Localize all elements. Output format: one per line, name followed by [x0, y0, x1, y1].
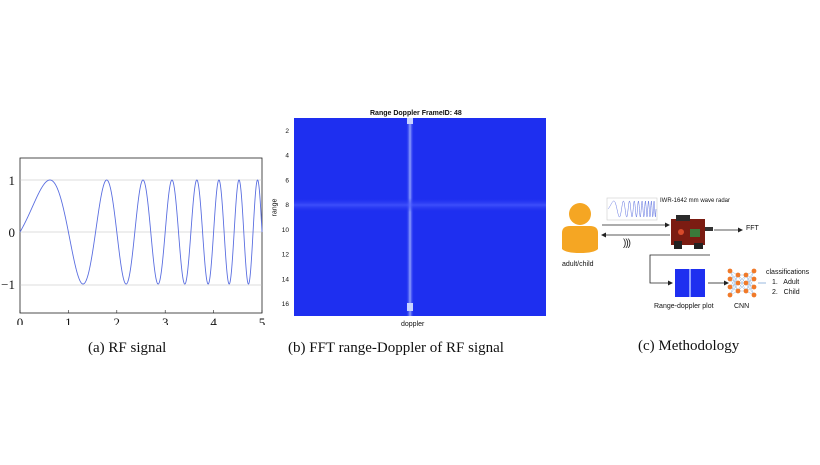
rf-ytick-label: 1	[9, 173, 16, 188]
person-icon	[562, 203, 598, 253]
classifications-title: classifications	[766, 269, 810, 276]
arrow-to-fft-head	[738, 227, 743, 233]
rf-xtick-label: 5	[259, 315, 266, 325]
rd-ytick-label: 8	[285, 202, 289, 209]
rd-ytick-label: 16	[282, 301, 290, 308]
heatmap-range-band	[294, 198, 546, 212]
rf-chirp-series	[19, 179, 263, 285]
rd-ytick-label: 4	[285, 153, 289, 160]
connector-fft-to-rd-head	[668, 280, 673, 286]
rf-xtick-label: 1	[65, 315, 72, 325]
class-item-adult: 1. Adult	[772, 279, 800, 286]
arrow-to-radar-head	[665, 222, 670, 228]
caption-c: (c) Methodology	[638, 338, 740, 354]
rd-ytick-label: 14	[282, 276, 290, 283]
rd-ytick-label: 6	[285, 177, 289, 184]
rf-ytick-label: 0	[9, 225, 16, 240]
heatmap-area	[294, 118, 546, 316]
panel-a: 1 0 −1 0 1 2 3 4 5 (a) RF signal	[0, 150, 270, 356]
rf-xtick-label: 2	[114, 315, 121, 325]
mini-signal-plot	[606, 197, 658, 221]
heatmap-bright-bottom	[407, 303, 413, 311]
rd-ytick-label: 2	[285, 128, 289, 135]
cnn-label: CNN	[734, 303, 750, 310]
cnn-icon	[727, 268, 757, 298]
rf-xtick-label: 3	[162, 315, 169, 325]
rf-xtick-label: 4	[210, 315, 217, 325]
rf-plot-frame	[19, 157, 263, 314]
heatmap-doppler-zero-streak	[406, 118, 414, 316]
methodology-diagram	[562, 197, 766, 298]
radar-board-image	[671, 215, 713, 249]
heatmap-xlabel: doppler	[401, 321, 425, 328]
fft-label: FFT	[746, 225, 759, 232]
rf-xtick-label: 0	[17, 315, 24, 325]
rf-signal-chart: 1 0 −1 0 1 2 3 4 5	[1, 157, 266, 325]
panel-c: IWR-1642 mm wave radar ))) adult/child F…	[550, 185, 820, 360]
connector-fft-to-rd	[649, 254, 710, 284]
rd-ytick-label: 10	[282, 227, 290, 234]
caption-a: (a) RF signal	[88, 340, 167, 356]
caption-b: (b) FFT range-Doppler of RF signal	[288, 340, 504, 356]
heatmap-title: Range Doppler FrameID: 48	[370, 110, 462, 117]
rd-ytick-label: 12	[282, 252, 290, 259]
heatmap-bright-top	[407, 118, 413, 124]
rd-mini-streak	[689, 269, 691, 297]
person-label: adult/child	[562, 261, 594, 268]
heatmap-ylabel: range	[271, 198, 279, 217]
wave-icon: )))	[623, 238, 631, 249]
radar-label: IWR-1642 mm wave radar	[660, 198, 731, 204]
arrow-from-radar-head	[601, 232, 606, 238]
class-item-child: 2. Child	[772, 289, 800, 296]
mini-signal-trace	[607, 200, 657, 218]
rd-plot-label: Range-doppler plot	[654, 303, 714, 310]
arrow-to-cnn-head	[724, 280, 729, 286]
rf-ytick-label: −1	[1, 277, 15, 292]
